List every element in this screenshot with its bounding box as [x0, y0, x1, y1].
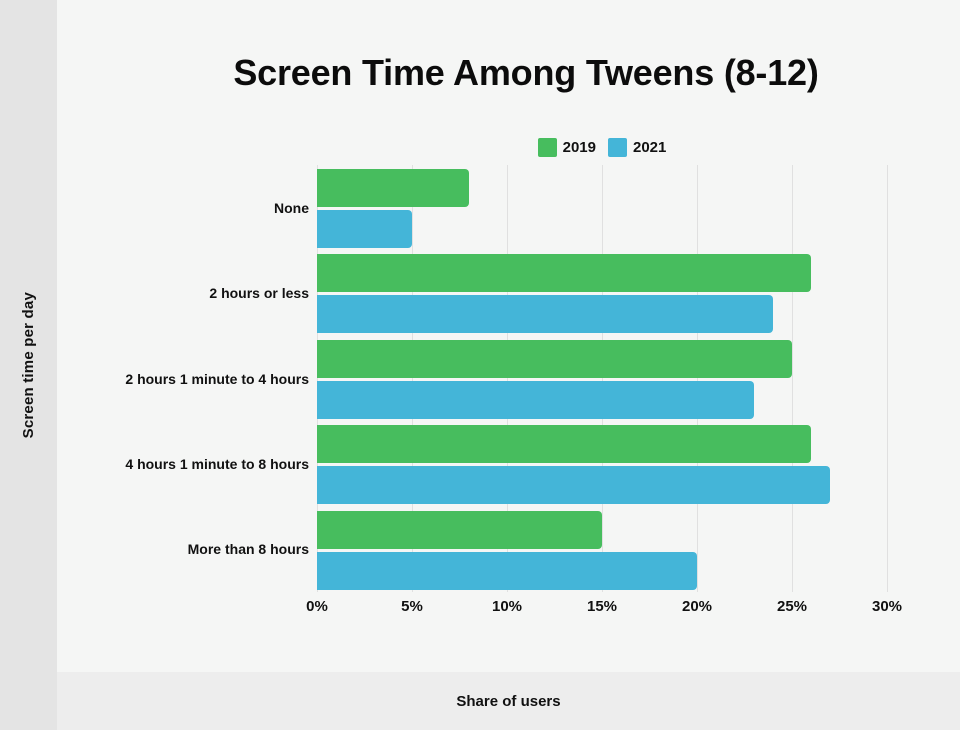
bar-2021-0: [317, 210, 412, 248]
category-label: 2 hours 1 minute to 4 hours: [125, 370, 309, 387]
gridline: [412, 165, 413, 592]
plot-area: 0% 5% 10% 15% 20% 25% 30% None 2 hours or less 2 …: [125, 165, 902, 615]
x-tick-label: 15%: [586, 598, 618, 615]
x-axis-band: Share of users: [57, 672, 960, 730]
legend-label-2019: 2019: [562, 138, 596, 156]
bar-2021-2: [317, 380, 754, 419]
bar-2019-1: [317, 254, 811, 293]
category-label: None: [274, 199, 309, 216]
gridline: [317, 165, 318, 592]
x-axis-title: Share of users: [456, 692, 561, 710]
bar-2019-0: [317, 169, 469, 207]
gridline: [887, 165, 888, 592]
legend: 2019 2021: [317, 136, 887, 158]
bar-2021-4: [317, 551, 697, 590]
y-axis-band: Screen time per day: [0, 0, 57, 730]
x-tick-label: 10%: [491, 598, 523, 615]
gridline: [507, 165, 508, 592]
category-label: 4 hours 1 minute to 8 hours: [125, 455, 309, 472]
gridline: [697, 165, 698, 592]
bar-2019-2: [317, 339, 792, 378]
category-label: More than 8 hours: [187, 541, 309, 558]
legend-swatch-2021: [608, 137, 627, 157]
x-tick-label: 30%: [871, 598, 903, 615]
legend-swatch-2019: [537, 137, 557, 157]
x-tick-label: 25%: [776, 598, 808, 615]
x-tick-label: 20%: [681, 598, 713, 615]
legend-label-2021: 2021: [633, 138, 667, 156]
category-label: 2 hours or less: [209, 285, 309, 302]
bar-2021-1: [317, 295, 773, 334]
legend-item-2021: 2021: [608, 137, 667, 157]
x-tick-label: 0%: [306, 598, 328, 615]
bar-2019-4: [317, 510, 602, 549]
legend-item-2019: 2019: [537, 137, 596, 157]
chart-title: Screen Time Among Tweens (8-12): [233, 52, 819, 93]
bar-2021-3: [317, 466, 830, 505]
gridline: [602, 165, 603, 592]
bar-2019-3: [317, 425, 811, 464]
y-axis-title: Screen time per day: [20, 291, 37, 439]
gridline: [792, 165, 793, 592]
x-tick-label: 5%: [401, 598, 423, 615]
